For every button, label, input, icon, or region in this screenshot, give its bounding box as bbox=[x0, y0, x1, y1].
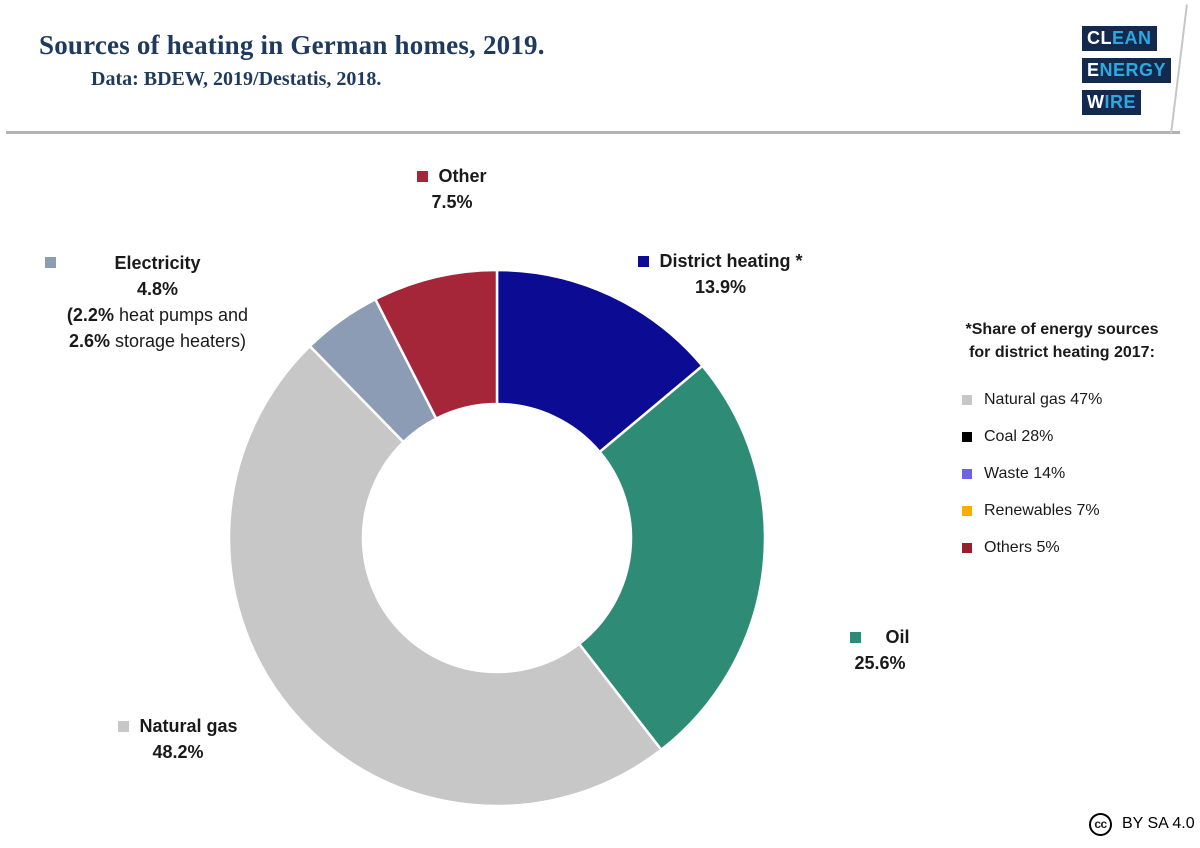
legend-item-label: Waste 14% bbox=[984, 464, 1066, 482]
legend-title-line2: for district heating 2017: bbox=[969, 344, 1155, 361]
callout-oil-label: Oil bbox=[885, 627, 910, 647]
note-regular: storage heaters) bbox=[109, 331, 247, 351]
license-label: BY SA 4.0 bbox=[1122, 815, 1195, 832]
logo-text-cyan: NERGY bbox=[1099, 60, 1167, 80]
logo-text-white: W bbox=[1087, 92, 1105, 112]
legend-item-natural-gas: Natural gas 47% bbox=[962, 381, 1102, 418]
callout-other-value: 7.5% bbox=[431, 192, 473, 212]
oil-legend-swatch bbox=[850, 632, 862, 643]
legend-item-waste: Waste 14% bbox=[962, 455, 1102, 492]
donut-slice-other bbox=[373, 270, 499, 421]
note-bold: 2.6% bbox=[68, 331, 110, 351]
legend-item-label: Natural gas 47% bbox=[984, 390, 1103, 408]
callout-electricity-note-line2: 2.6% storage heaters) bbox=[25, 328, 290, 354]
donut-chart bbox=[229, 270, 765, 806]
coal-swatch bbox=[962, 431, 972, 442]
renewables-swatch bbox=[962, 505, 972, 516]
legend-item-label: Coal 28% bbox=[984, 427, 1054, 445]
others-swatch bbox=[962, 542, 972, 553]
donut-slice-oil bbox=[577, 364, 765, 752]
callout-natural-gas-value: 48.2% bbox=[152, 742, 204, 762]
header-banner: Sources of heating in German homes, 2019… bbox=[6, 6, 1180, 134]
callout-oil-value: 25.6% bbox=[854, 653, 906, 673]
legend-title-line1: *Share of energy sources bbox=[965, 321, 1159, 338]
legend-item-label: Renewables 7% bbox=[984, 501, 1100, 519]
legend-item-others: Others 5% bbox=[962, 529, 1102, 566]
callout-district-label: District heating * bbox=[659, 251, 803, 271]
district-heating-legend-title: *Share of energy sources for district he… bbox=[953, 318, 1171, 364]
callout-district-value: 13.9% bbox=[694, 277, 747, 297]
callout-electricity-note-line1: (2.2% heat pumps and bbox=[25, 302, 290, 328]
callout-other-label: Other bbox=[438, 166, 487, 186]
callout-oil: Oil 25.6% bbox=[815, 624, 945, 676]
callout-oil-name: Oil bbox=[815, 624, 945, 650]
logo-row-clean: CLEAN bbox=[1082, 26, 1171, 51]
note-regular: heat pumps and bbox=[113, 305, 249, 325]
other-legend-swatch bbox=[417, 171, 429, 182]
legend-item-renewables: Renewables 7% bbox=[962, 492, 1102, 529]
callout-other: Other 7.5% bbox=[372, 163, 532, 215]
callout-electricity-label: Electricity bbox=[114, 253, 201, 273]
callout-electricity-value: 4.8% bbox=[136, 279, 179, 299]
callout-electricity: Electricity 4.8% (2.2% heat pumps and 2.… bbox=[25, 250, 290, 354]
callout-natural-gas-name: Natural gas bbox=[88, 713, 268, 739]
district-heating-legend-swatch bbox=[638, 256, 650, 267]
logo-row-energy: ENERGY bbox=[1082, 58, 1172, 83]
callout-natural-gas: Natural gas 48.2% bbox=[88, 713, 268, 765]
waste-swatch bbox=[962, 468, 972, 479]
page-subtitle: Data: BDEW, 2019/Destatis, 2018. bbox=[91, 68, 382, 90]
donut-slice-district-heating bbox=[495, 270, 705, 454]
clean-energy-wire-logo: CLEAN ENERGY WIRE bbox=[1082, 26, 1172, 122]
legend-item-coal: Coal 28% bbox=[962, 418, 1102, 455]
callout-natural-gas-label: Natural gas bbox=[139, 716, 238, 736]
creative-commons-icon: cc bbox=[1089, 813, 1112, 836]
logo-text-cyan: IRE bbox=[1104, 92, 1137, 112]
logo-row-wire: WIRE bbox=[1082, 90, 1171, 115]
note-bold: (2.2% bbox=[66, 305, 114, 325]
natural-gas-legend-swatch bbox=[118, 721, 130, 732]
callout-other-name: Other bbox=[372, 163, 532, 189]
callout-district-name: District heating * bbox=[608, 248, 833, 274]
page-title: Sources of heating in German homes, 2019… bbox=[39, 30, 545, 60]
district-heating-legend: Natural gas 47% Coal 28% Waste 14% Renew… bbox=[962, 381, 1102, 566]
donut-slice-natural-gas bbox=[229, 344, 664, 806]
natural-gas-swatch bbox=[962, 394, 972, 405]
callout-district-heating: District heating * 13.9% bbox=[608, 248, 833, 300]
electricity-legend-swatch bbox=[45, 257, 56, 268]
logo-text-white: CL bbox=[1087, 28, 1112, 48]
logo-text-white: E bbox=[1087, 60, 1100, 80]
logo-text-cyan: EAN bbox=[1112, 28, 1152, 48]
legend-item-label: Others 5% bbox=[984, 538, 1060, 556]
